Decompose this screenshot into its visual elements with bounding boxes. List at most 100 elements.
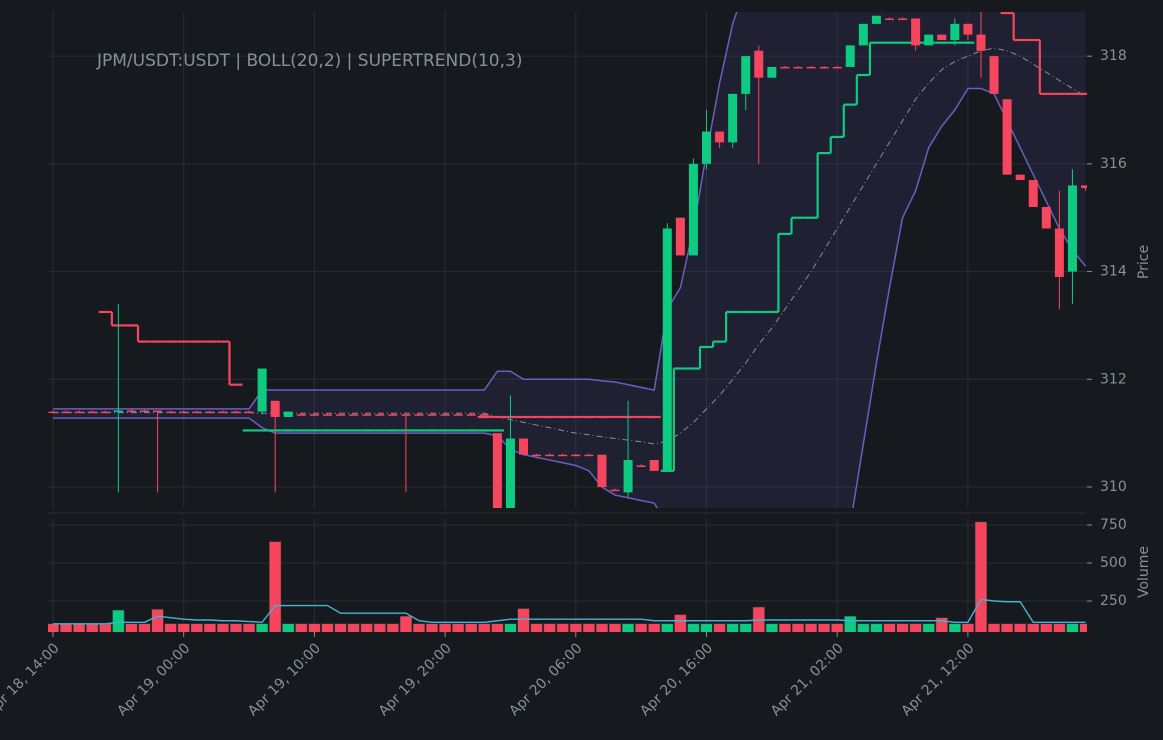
- volume-bar: [909, 623, 922, 632]
- volume-bar: [791, 623, 805, 632]
- candle-body: [139, 410, 149, 413]
- volume-bar: [883, 623, 896, 632]
- y-tick-label: 312: [1100, 371, 1127, 387]
- candle-body: [1054, 228, 1064, 277]
- candle-body: [87, 411, 97, 414]
- volume-bar: [595, 623, 608, 632]
- volume-ma: [53, 598, 1086, 625]
- candle-body: [845, 45, 855, 67]
- candle-body: [780, 66, 790, 69]
- candle-body: [950, 23, 960, 41]
- volume-bar: [321, 623, 334, 632]
- candle-body: [1041, 206, 1051, 229]
- volume-bar: [256, 623, 269, 632]
- volume-bar: [543, 623, 556, 632]
- volume-bar: [412, 623, 426, 632]
- y-tick-label: 318: [1100, 48, 1127, 64]
- volume-bar: [373, 623, 386, 632]
- candle-body: [414, 414, 424, 416]
- candle-body: [218, 411, 228, 414]
- candle-body: [231, 411, 241, 414]
- candle-body: [479, 414, 489, 416]
- volume-bar: [308, 623, 321, 632]
- candle-body: [871, 15, 881, 24]
- chart-title: JPM/USDT:USDT | BOLL(20,2) | SUPERTREND(…: [96, 51, 522, 71]
- candle-body: [532, 454, 542, 457]
- y-tick-label: 314: [1100, 264, 1127, 280]
- candle-body: [767, 66, 777, 78]
- candle-body: [466, 414, 476, 416]
- volume-bar: [269, 541, 282, 632]
- volume-bar: [778, 623, 791, 632]
- candle-body: [597, 454, 607, 487]
- volume-bar: [151, 609, 164, 632]
- volume-bar: [1053, 623, 1066, 632]
- candle-body: [362, 414, 372, 416]
- candle-body: [1002, 99, 1012, 175]
- volume-bar: [987, 623, 1001, 632]
- volume-panel: [48, 518, 1087, 632]
- candle-body: [636, 465, 646, 467]
- candle-body: [388, 414, 398, 416]
- volume-bar: [125, 623, 138, 632]
- candle-body: [675, 217, 685, 256]
- candle-body: [349, 414, 359, 416]
- candle-body: [976, 34, 986, 51]
- volume-bar: [713, 623, 726, 632]
- candle-body: [819, 66, 829, 69]
- volume-bar: [582, 623, 595, 632]
- volume-bar: [831, 623, 844, 632]
- volume-bar: [635, 623, 648, 632]
- candle-body: [610, 489, 620, 492]
- y-axis-label: Volume: [1136, 546, 1152, 598]
- volume-bar: [1001, 623, 1014, 632]
- candle-body: [1067, 185, 1077, 272]
- volume-bar: [922, 623, 935, 632]
- volume-bar: [948, 623, 961, 632]
- volume-bar: [504, 623, 517, 632]
- volume-bar: [491, 623, 504, 632]
- volume-bar: [961, 623, 974, 632]
- candle-body: [832, 66, 842, 69]
- volume-bar: [360, 623, 373, 632]
- volume-bar: [674, 614, 687, 632]
- candle-body: [336, 414, 346, 416]
- candle-body: [192, 411, 202, 414]
- volume-bar: [452, 623, 465, 632]
- volume-bar: [1040, 623, 1053, 632]
- candle-body: [702, 131, 711, 164]
- bollinger-fill: [53, 12, 1086, 508]
- candle-body: [715, 131, 725, 143]
- candle-body: [48, 411, 58, 414]
- volume-bar: [1014, 623, 1027, 632]
- candle-body: [375, 414, 385, 416]
- volume-bar: [216, 623, 229, 632]
- candle-body: [126, 410, 136, 413]
- candle-body: [296, 414, 306, 416]
- candle-body: [179, 411, 189, 414]
- volume-bar: [648, 623, 661, 632]
- volume-bar: [805, 623, 818, 632]
- volume-bar: [687, 623, 700, 632]
- candle-body: [505, 438, 515, 508]
- volume-bar: [1027, 623, 1040, 632]
- candle-body: [545, 454, 555, 457]
- candle-body: [492, 433, 502, 508]
- candle-body: [153, 410, 163, 413]
- volume-bar: [569, 623, 582, 632]
- volume-bar: [282, 623, 295, 632]
- candle-body: [728, 93, 738, 143]
- volume-bar: [229, 623, 243, 632]
- candle-body: [401, 414, 411, 416]
- candle-body: [270, 400, 280, 417]
- volume-bar: [295, 623, 308, 632]
- candle-body: [806, 66, 816, 69]
- volume-bar: [726, 623, 739, 632]
- volume-bar: [425, 623, 439, 632]
- volume-bar: [177, 623, 190, 632]
- volume-bar: [530, 623, 543, 632]
- volume-bar: [347, 623, 360, 632]
- candle-body: [754, 50, 764, 78]
- volume-bar: [1066, 623, 1079, 632]
- volume-bar: [608, 623, 622, 632]
